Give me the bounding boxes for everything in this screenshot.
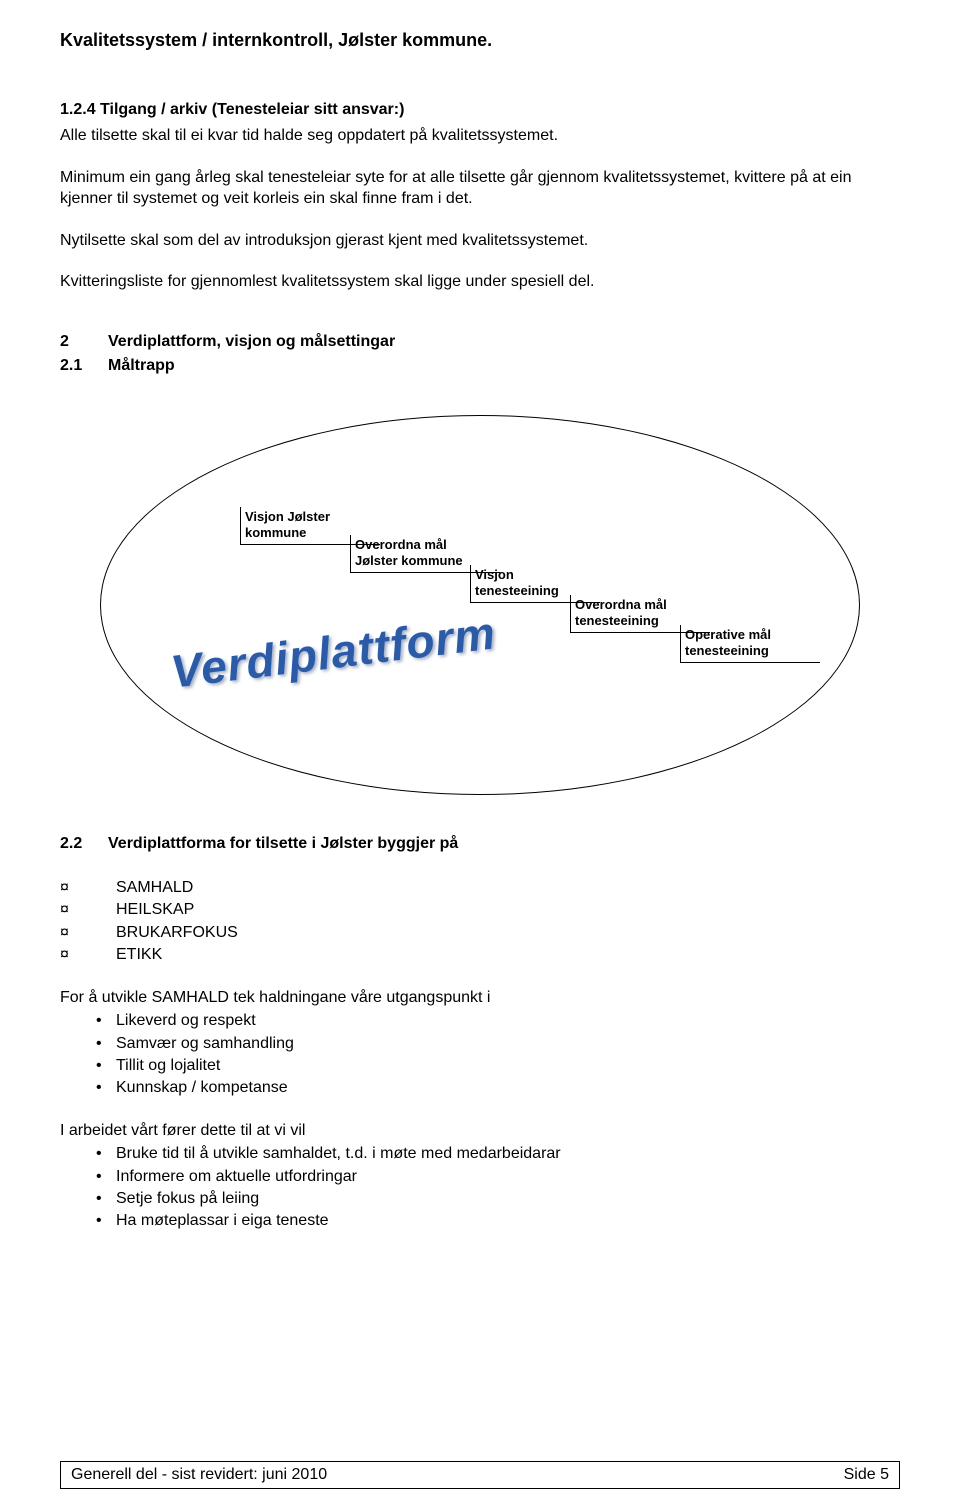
samhald-item-1: Samvær og samhandling: [60, 1033, 900, 1055]
diagram-step-2-line1: Visjon: [475, 567, 594, 583]
result-item-0: Bruke tid til å utvikle samhaldet, t.d. …: [60, 1143, 900, 1165]
diagram-ellipse: [100, 415, 860, 795]
samhald-item-3: Kunnskap / kompetanse: [60, 1077, 900, 1099]
values-list: SAMHALDHEILSKAPBRUKARFOKUSETIKK: [60, 877, 900, 967]
diagram-step-4-line1: Operative mål: [685, 627, 814, 643]
page-footer: Generell del - sist revidert: juni 2010 …: [60, 1461, 900, 1489]
value-item-0: SAMHALD: [60, 877, 900, 899]
result-intro: I arbeidet vårt fører dette til at vi vi…: [60, 1120, 900, 1142]
value-item-2: BRUKARFOKUS: [60, 922, 900, 944]
page-header: Kvalitetssystem / internkontroll, Jølste…: [60, 30, 900, 51]
heading-2: 2Verdiplattform, visjon og målsettingar: [60, 333, 900, 351]
value-item-3: ETIKK: [60, 944, 900, 966]
heading-2-2-num: 2.2: [60, 835, 108, 853]
footer-left: Generell del - sist revidert: juni 2010: [71, 1466, 327, 1484]
value-item-1: HEILSKAP: [60, 899, 900, 921]
footer-right: Side 5: [844, 1466, 889, 1484]
result-item-1: Informere om aktuelle utfordringar: [60, 1166, 900, 1188]
diagram-step-0-line1: Visjon Jølster: [245, 509, 374, 525]
samhald-intro: For å utvikle SAMHALD tek haldningane vå…: [60, 987, 900, 1009]
diagram-step-4-line2: tenesteeining: [685, 643, 814, 659]
para-2: Minimum ein gang årleg skal tenesteleiar…: [60, 167, 900, 210]
heading-2-title: Verdiplattform, visjon og målsettingar: [108, 333, 395, 350]
samhald-item-0: Likeverd og respekt: [60, 1010, 900, 1032]
result-item-3: Ha møteplassar i eiga teneste: [60, 1210, 900, 1232]
para-4: Kvitteringsliste for gjennomlest kvalite…: [60, 271, 900, 293]
heading-2-1: 2.1Måltrapp: [60, 357, 900, 375]
heading-2-1-title: Måltrapp: [108, 357, 175, 374]
diagram-step-1-line1: Overordna mål: [355, 537, 494, 553]
diagram-step-3-line1: Overordna mål: [575, 597, 704, 613]
maltrapp-diagram: Visjon JølsterkommuneOverordna målJølste…: [100, 415, 860, 795]
para-3: Nytilsette skal som del av introduksjon …: [60, 230, 900, 252]
result-list: Bruke tid til å utvikle samhaldet, t.d. …: [60, 1143, 900, 1233]
heading-2-2: 2.2Verdiplattforma for tilsette i Jølste…: [60, 835, 900, 853]
samhald-item-2: Tillit og lojalitet: [60, 1055, 900, 1077]
samhald-list: Likeverd og respektSamvær og samhandling…: [60, 1010, 900, 1100]
heading-2-2-title: Verdiplattforma for tilsette i Jølster b…: [108, 835, 458, 852]
para-1: Alle tilsette skal til ei kvar tid halde…: [60, 125, 900, 147]
heading-1-2-4: 1.2.4 Tilgang / arkiv (Tenesteleiar sitt…: [60, 101, 900, 119]
diagram-step-4: Operative måltenesteeining: [680, 625, 820, 663]
heading-2-num: 2: [60, 333, 108, 351]
heading-2-1-num: 2.1: [60, 357, 108, 375]
result-item-2: Setje fokus på leiing: [60, 1188, 900, 1210]
